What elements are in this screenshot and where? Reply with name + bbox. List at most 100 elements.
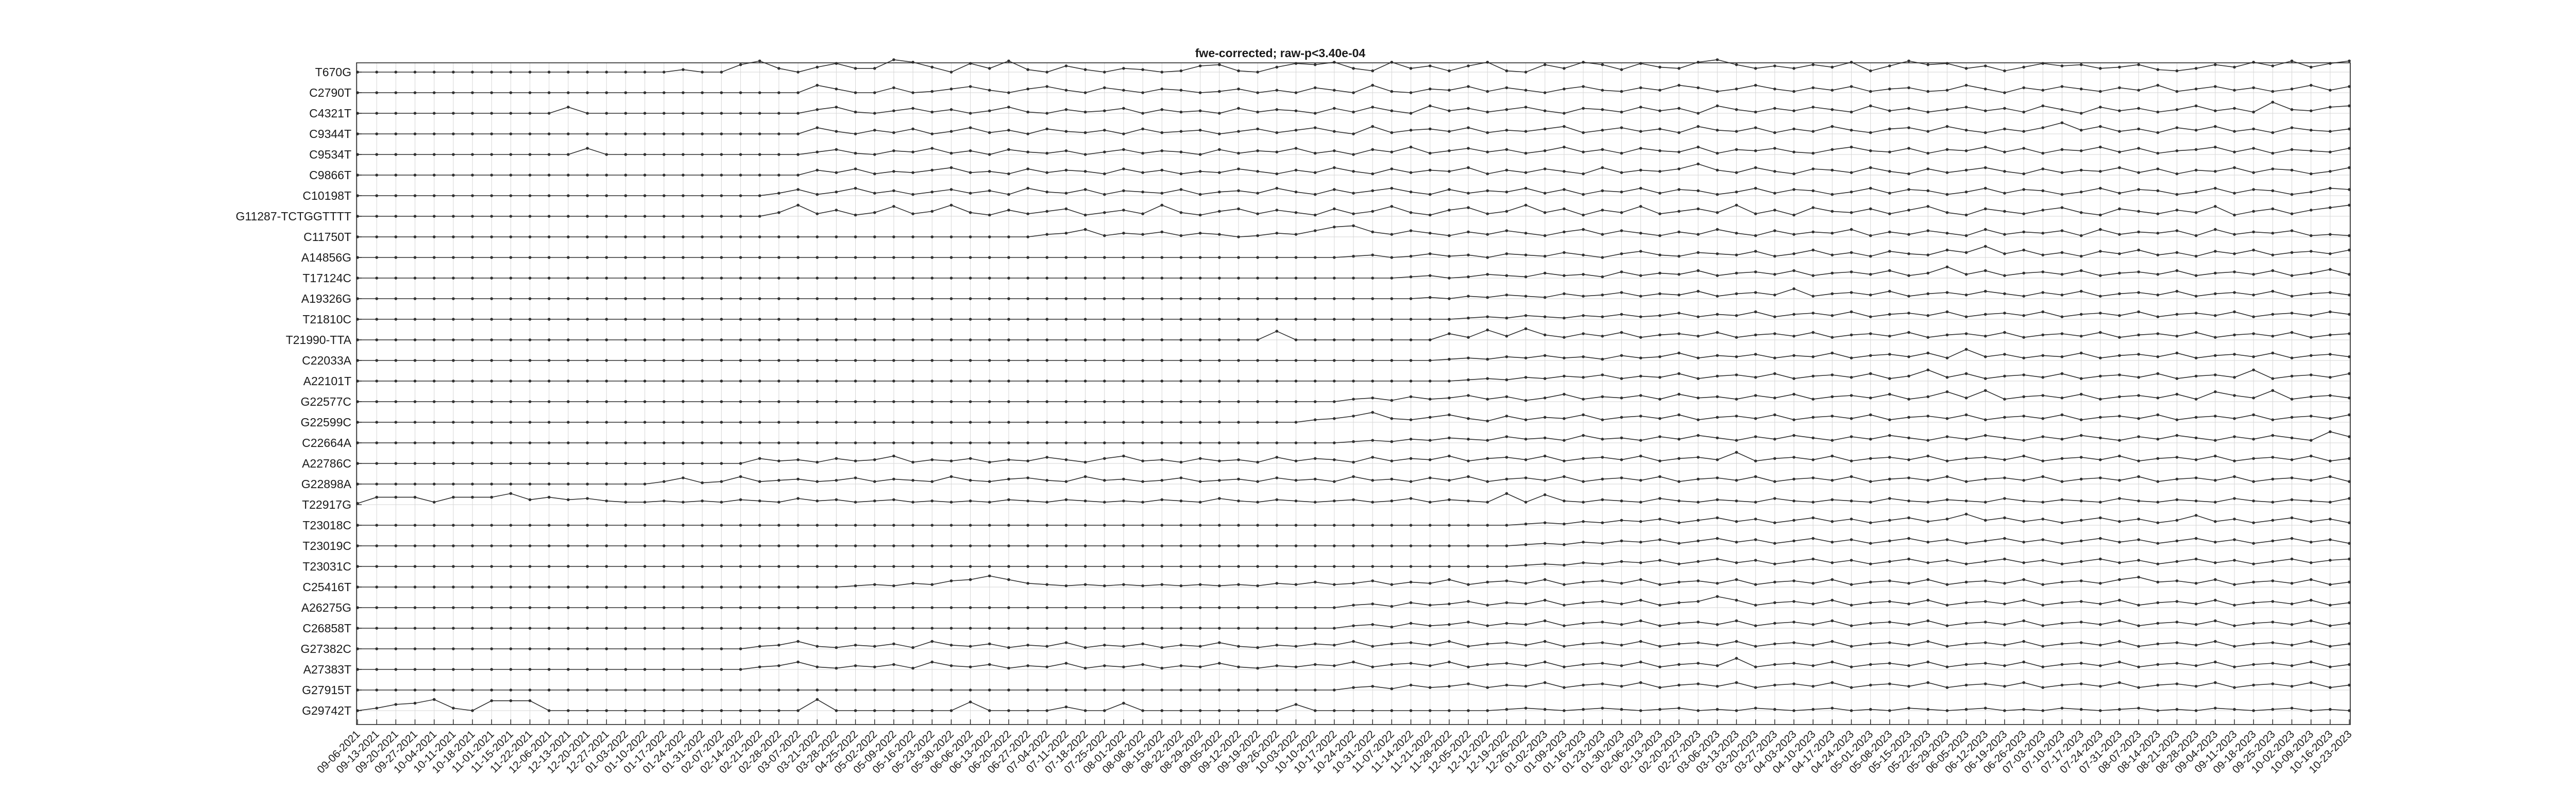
data-point	[643, 256, 647, 259]
data-point	[2098, 709, 2102, 712]
data-point	[854, 664, 857, 667]
data-point	[605, 174, 608, 177]
data-point	[1773, 273, 1776, 276]
data-point	[1811, 458, 1815, 461]
data-point	[1964, 397, 1968, 400]
data-point	[2214, 125, 2217, 128]
data-point	[1907, 582, 1910, 585]
data-point	[1850, 499, 1853, 503]
data-point	[643, 91, 647, 94]
data-point	[1792, 90, 1795, 93]
data-point	[1697, 112, 1700, 115]
data-point	[1505, 274, 1509, 277]
data-point	[1658, 314, 1662, 317]
data-point	[1505, 229, 1509, 232]
data-point	[586, 688, 589, 692]
data-point	[988, 67, 991, 70]
data-point	[1505, 435, 1509, 438]
data-point	[816, 400, 819, 403]
data-point	[1850, 538, 1853, 541]
data-point	[605, 544, 608, 547]
data-point	[1697, 456, 1700, 459]
data-point	[1218, 256, 1221, 259]
data-point	[988, 235, 991, 238]
data-point	[2156, 332, 2160, 335]
data-point	[739, 277, 742, 280]
data-point	[2290, 312, 2294, 315]
data-point	[911, 171, 914, 175]
data-point	[1294, 211, 1298, 214]
data-point	[471, 297, 474, 300]
data-point	[413, 482, 417, 486]
data-point	[1639, 147, 1642, 150]
data-point	[701, 481, 704, 485]
data-point	[1179, 188, 1183, 191]
data-point	[1428, 338, 1432, 341]
data-point	[758, 665, 761, 668]
data-point	[375, 297, 378, 300]
data-point	[988, 627, 991, 630]
data-point	[1237, 380, 1240, 383]
data-point	[1007, 148, 1010, 151]
data-point	[1505, 565, 1509, 568]
data-point	[1773, 170, 1776, 173]
data-point	[988, 480, 991, 483]
data-point	[2252, 413, 2255, 417]
data-point	[1045, 210, 1048, 213]
data-point	[1313, 524, 1317, 527]
data-point	[2233, 645, 2236, 648]
data-point	[1333, 627, 1336, 630]
data-point	[1716, 498, 1719, 502]
data-point	[1563, 709, 1566, 712]
data-point	[2003, 150, 2006, 154]
data-point	[2194, 129, 2198, 132]
data-point	[2098, 664, 2102, 667]
data-point	[1926, 229, 1929, 232]
data-point	[873, 318, 876, 321]
data-point	[1103, 193, 1106, 196]
series-label: C10198T	[302, 189, 351, 202]
data-point	[1045, 606, 1048, 609]
data-point	[509, 235, 513, 238]
data-point	[930, 480, 934, 483]
data-point	[1198, 565, 1202, 568]
data-point	[1160, 338, 1164, 341]
data-point	[1926, 253, 1929, 257]
series-label: C2790T	[309, 86, 351, 99]
data-point	[2060, 251, 2064, 254]
data-point	[2137, 210, 2140, 213]
data-point	[1850, 518, 1853, 521]
data-point	[1179, 297, 1183, 300]
data-point	[930, 400, 934, 403]
data-point	[1313, 112, 1317, 115]
data-point	[490, 297, 493, 300]
data-point	[1026, 582, 1029, 585]
data-point	[758, 215, 761, 218]
data-point	[1505, 378, 1509, 382]
data-point	[528, 441, 532, 444]
data-point	[1352, 640, 1355, 643]
data-point	[1160, 380, 1164, 383]
data-point	[854, 338, 857, 341]
data-point	[796, 585, 800, 589]
data-point	[1601, 108, 1604, 111]
data-point	[1352, 338, 1355, 341]
data-point	[1198, 193, 1202, 196]
data-point	[1275, 380, 1279, 383]
data-point	[1754, 270, 1757, 273]
data-point	[1658, 583, 1662, 586]
data-point	[739, 688, 742, 692]
data-point	[2079, 289, 2083, 293]
data-point	[1141, 627, 1144, 630]
data-point	[1677, 706, 1681, 710]
data-point	[854, 277, 857, 280]
data-point	[988, 606, 991, 609]
data-point	[1677, 188, 1681, 191]
data-point	[471, 462, 474, 465]
data-point	[413, 441, 417, 444]
data-point	[1141, 151, 1144, 155]
data-point	[1428, 380, 1432, 383]
data-point	[1792, 287, 1795, 290]
data-point	[2156, 709, 2160, 712]
data-point	[1007, 172, 1010, 176]
